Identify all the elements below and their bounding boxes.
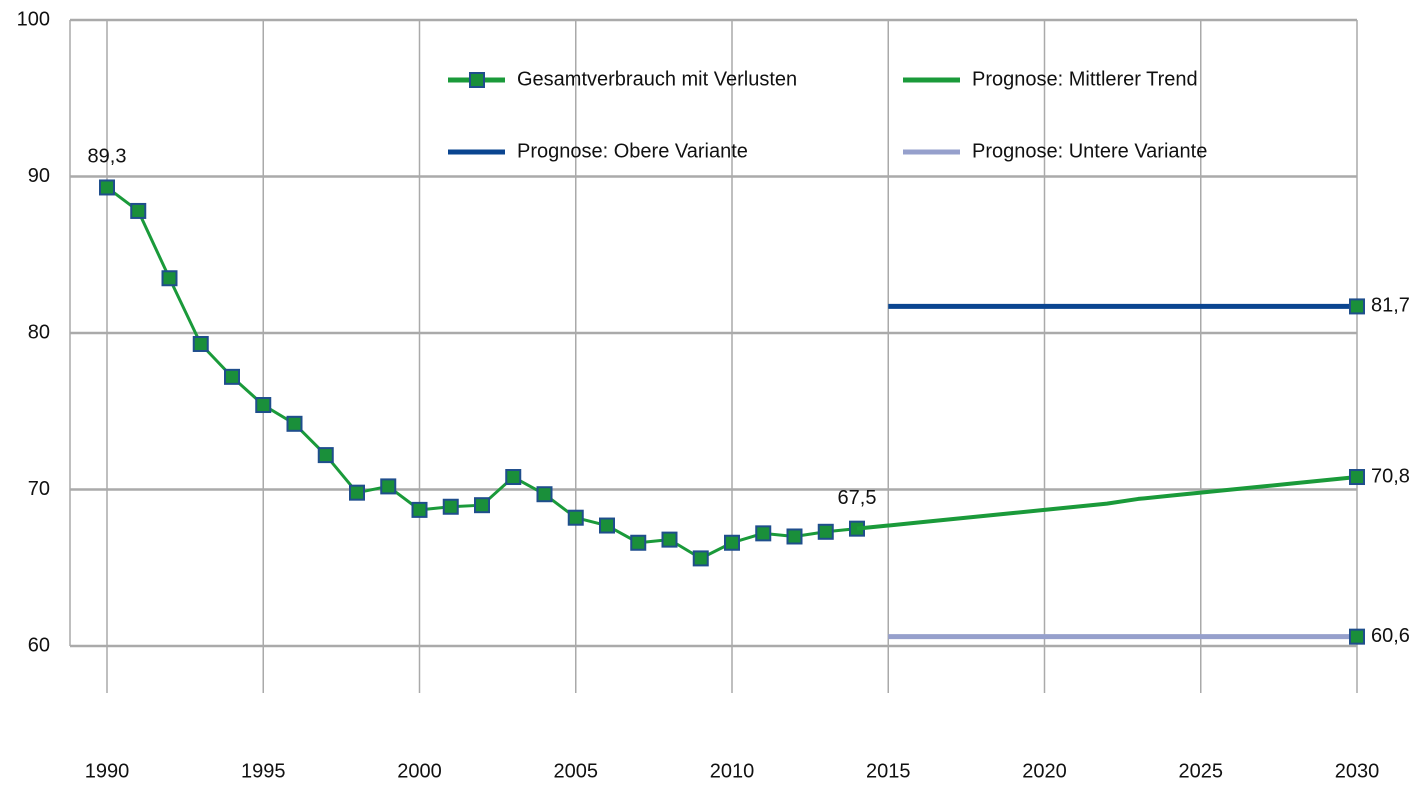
y-tick-label: 70 — [28, 478, 50, 500]
data-point — [630, 534, 647, 551]
data-point — [536, 486, 553, 503]
legend-label: Gesamtverbrauch mit Verlusten — [517, 68, 797, 90]
data-point — [1349, 469, 1365, 486]
data-point — [99, 179, 115, 196]
data-point — [724, 534, 740, 551]
data-label: 81,7 — [1371, 295, 1410, 317]
data-point — [192, 335, 209, 352]
data-label: 67,5 — [838, 487, 877, 509]
x-tick-label: 2025 — [1179, 760, 1224, 782]
data-point — [755, 525, 772, 542]
legend-label: Prognose: Obere Variante — [517, 140, 748, 162]
x-tick-label: 2020 — [1022, 760, 1067, 782]
legend-label: Prognose: Mittlerer Trend — [972, 68, 1198, 90]
x-tick-label: 2005 — [554, 760, 599, 782]
data-point — [255, 397, 272, 414]
x-tick-label: 1990 — [85, 760, 130, 782]
data-label: 70,8 — [1371, 465, 1410, 487]
y-tick-label: 80 — [28, 321, 50, 343]
data-point — [1349, 298, 1365, 315]
legend-label: Prognose: Untere Variante — [972, 140, 1207, 162]
data-point — [286, 415, 303, 432]
data-point — [442, 498, 459, 515]
data-point — [130, 202, 147, 219]
data-point — [380, 478, 397, 495]
data-label: 89,3 — [88, 146, 127, 168]
data-point — [224, 368, 240, 385]
data-label: 60,6 — [1371, 625, 1410, 647]
x-tick-label: 2000 — [397, 760, 442, 782]
x-tick-label: 1995 — [241, 760, 286, 782]
data-point — [317, 447, 334, 464]
data-point — [505, 469, 522, 486]
data-point — [817, 523, 834, 540]
data-point — [599, 517, 615, 534]
data-point — [349, 484, 365, 501]
x-tick-label: 2015 — [866, 760, 911, 782]
data-point — [567, 509, 584, 526]
y-tick-label: 100 — [17, 8, 50, 30]
series-line — [856, 475, 1358, 531]
data-point — [411, 501, 428, 518]
x-tick-label: 2030 — [1335, 760, 1380, 782]
data-point — [661, 531, 678, 548]
data-point — [786, 528, 803, 545]
data-point — [692, 550, 709, 567]
data-point — [474, 497, 490, 514]
legend-marker — [469, 72, 485, 88]
data-point — [161, 270, 178, 287]
y-tick-label: 60 — [28, 634, 50, 656]
y-tick-label: 90 — [28, 165, 50, 187]
data-point — [1349, 628, 1365, 645]
x-tick-label: 2010 — [710, 760, 755, 782]
